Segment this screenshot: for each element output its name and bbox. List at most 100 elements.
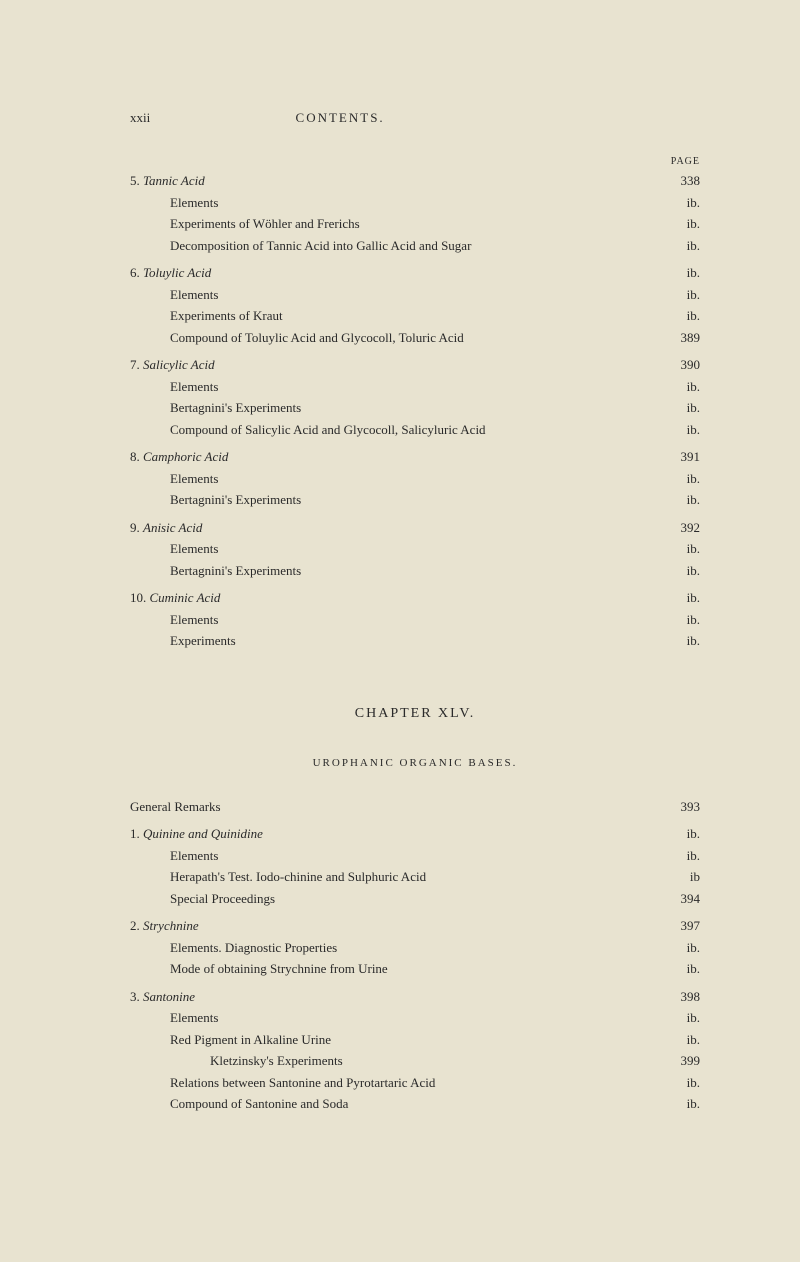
toc-entry: Elementsib. <box>130 610 700 630</box>
toc-entry-page: 338 <box>655 171 700 191</box>
toc-entry-label: Elements <box>170 193 655 213</box>
toc-entry-label: 5. Tannic Acid <box>130 171 655 191</box>
toc-entry-label: Elements <box>170 846 655 866</box>
toc-entry-page: 398 <box>655 987 700 1007</box>
toc-entry-label: Elements <box>170 377 655 397</box>
toc-entry-page: ib. <box>655 420 700 440</box>
toc-entry-label: 3. Santonine <box>130 987 655 1007</box>
toc-entry-page: 394 <box>655 889 700 909</box>
toc-entry-label: General Remarks <box>130 797 655 817</box>
toc-entry-label: Elements <box>170 469 655 489</box>
toc-entry-label: Decomposition of Tannic Acid into Gallic… <box>170 236 655 256</box>
toc-entry-page: ib. <box>655 1094 700 1114</box>
toc-entry-page: ib. <box>655 824 700 844</box>
toc-entry-page: ib. <box>655 263 700 283</box>
toc-entry-label: 10. Cuminic Acid <box>130 588 655 608</box>
toc-entry-label: Compound of Salicylic Acid and Glycocoll… <box>170 420 655 440</box>
toc-entry-page: ib. <box>655 846 700 866</box>
toc-entry-page: ib. <box>655 938 700 958</box>
toc-entry-page: ib. <box>655 1073 700 1093</box>
toc-entry: 8. Camphoric Acid391 <box>130 447 700 467</box>
toc-entry: Decomposition of Tannic Acid into Gallic… <box>130 236 700 256</box>
toc-entry-label: Herapath's Test. Iodo-chinine and Sulphu… <box>170 867 655 887</box>
page-number-roman: xxii <box>130 110 150 126</box>
toc-entry-page: ib. <box>655 285 700 305</box>
toc-entry: Elementsib. <box>130 193 700 213</box>
toc-entry: Relations between Santonine and Pyrotart… <box>130 1073 700 1093</box>
toc-entry: Compound of Santonine and Sodaib. <box>130 1094 700 1114</box>
toc-entry: 5. Tannic Acid338 <box>130 171 700 191</box>
toc-entry-page: 389 <box>655 328 700 348</box>
toc-entry-page: ib. <box>655 236 700 256</box>
toc-entry-page: ib. <box>655 214 700 234</box>
toc-entry-label: Elements <box>170 1008 655 1028</box>
chapter-subtitle: UROPHANIC ORGANIC BASES. <box>130 757 700 769</box>
toc-entry-page: ib. <box>655 306 700 326</box>
toc-entry-page: ib. <box>655 561 700 581</box>
toc-entry-label: Special Proceedings <box>170 889 655 909</box>
toc-entry-label: Elements <box>170 539 655 559</box>
toc-entry: Experimentsib. <box>130 631 700 651</box>
toc-entry-label: Compound of Santonine and Soda <box>170 1094 655 1114</box>
toc-entry-page: ib. <box>655 1030 700 1050</box>
toc-entry: Elementsib. <box>130 539 700 559</box>
toc-entry: Elementsib. <box>130 846 700 866</box>
toc-entry-page: ib. <box>655 377 700 397</box>
toc-entry-label: Kletzinsky's Experiments <box>210 1051 655 1071</box>
toc-entry-page: ib. <box>655 610 700 630</box>
toc-entry-label: Bertagnini's Experiments <box>170 490 655 510</box>
toc-entry: 10. Cuminic Acidib. <box>130 588 700 608</box>
toc-entry: Red Pigment in Alkaline Urineib. <box>130 1030 700 1050</box>
toc-entry-label: Mode of obtaining Strychnine from Urine <box>170 959 655 979</box>
toc-entry: Bertagnini's Experimentsib. <box>130 398 700 418</box>
toc-entry-page: ib. <box>655 193 700 213</box>
toc-entry-label: Elements <box>170 610 655 630</box>
toc-entry-page: ib. <box>655 539 700 559</box>
toc-entry-label: 6. Toluylic Acid <box>130 263 655 283</box>
toc-entry: Elementsib. <box>130 285 700 305</box>
toc-entry-label: Bertagnini's Experiments <box>170 561 655 581</box>
toc-entry: 3. Santonine398 <box>130 987 700 1007</box>
toc-entry-label: Red Pigment in Alkaline Urine <box>170 1030 655 1050</box>
toc-entry-page: ib. <box>655 959 700 979</box>
page-column-header: PAGE <box>130 156 700 167</box>
toc-entry-label: Experiments of Wöhler and Frerichs <box>170 214 655 234</box>
toc-entry-page: ib. <box>655 398 700 418</box>
toc-entry-page: ib. <box>655 469 700 489</box>
toc-entry-label: Elements <box>170 285 655 305</box>
toc-entry: Elementsib. <box>130 377 700 397</box>
header-title: CONTENTS. <box>296 110 385 126</box>
toc-entry-page: ib. <box>655 490 700 510</box>
toc-entry: 7. Salicylic Acid390 <box>130 355 700 375</box>
toc-entry-label: 1. Quinine and Quinidine <box>130 824 655 844</box>
toc-entry: 9. Anisic Acid392 <box>130 518 700 538</box>
toc-entry-label: Experiments <box>170 631 655 651</box>
toc-entry: Elementsib. <box>130 1008 700 1028</box>
toc-entry: Elementsib. <box>130 469 700 489</box>
toc-entry-label: Elements. Diagnostic Properties <box>170 938 655 958</box>
toc-entry-page: 397 <box>655 916 700 936</box>
page-header: xxii CONTENTS. <box>130 110 700 126</box>
toc-entry-label: 7. Salicylic Acid <box>130 355 655 375</box>
toc-entry: Kletzinsky's Experiments399 <box>130 1051 700 1071</box>
contents-section-2: General Remarks3931. Quinine and Quinidi… <box>130 797 700 1114</box>
toc-entry-label: Relations between Santonine and Pyrotart… <box>170 1073 655 1093</box>
toc-entry-page: ib <box>655 867 700 887</box>
toc-entry-label: Bertagnini's Experiments <box>170 398 655 418</box>
toc-entry: Compound of Toluylic Acid and Glycocoll,… <box>130 328 700 348</box>
toc-entry: 1. Quinine and Quinidineib. <box>130 824 700 844</box>
toc-entry-page: ib. <box>655 631 700 651</box>
toc-entry-label: 9. Anisic Acid <box>130 518 655 538</box>
toc-entry: Compound of Salicylic Acid and Glycocoll… <box>130 420 700 440</box>
toc-entry: General Remarks393 <box>130 797 700 817</box>
toc-entry: Mode of obtaining Strychnine from Urinei… <box>130 959 700 979</box>
toc-entry-page: 390 <box>655 355 700 375</box>
toc-entry: Experiments of Wöhler and Frerichsib. <box>130 214 700 234</box>
chapter-title: CHAPTER XLV. <box>130 706 700 722</box>
toc-entry-page: 399 <box>655 1051 700 1071</box>
contents-section-1: 5. Tannic Acid338Elementsib.Experiments … <box>130 171 700 651</box>
toc-entry: 2. Strychnine397 <box>130 916 700 936</box>
toc-entry: Special Proceedings394 <box>130 889 700 909</box>
toc-entry-page: 393 <box>655 797 700 817</box>
toc-entry-page: ib. <box>655 588 700 608</box>
